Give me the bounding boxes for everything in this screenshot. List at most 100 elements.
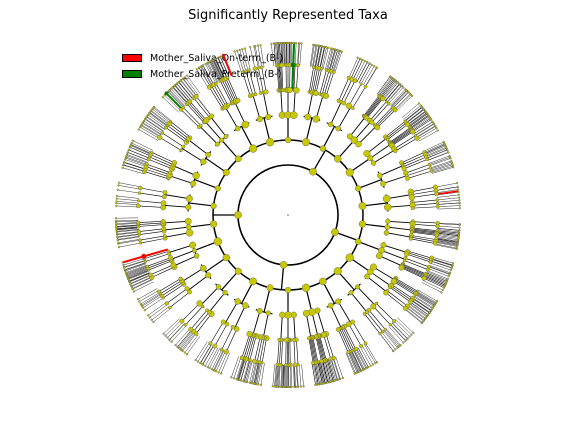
- clade-branch: [332, 358, 340, 380]
- clade-branch: [393, 135, 416, 150]
- clade-branch: [294, 364, 296, 387]
- clade-branch: [401, 266, 425, 278]
- taxon-node: [402, 305, 408, 311]
- taxon-node: [458, 201, 461, 204]
- taxon-node: [142, 306, 145, 309]
- clade-branch: [241, 49, 249, 71]
- clade-branch: [373, 306, 391, 325]
- taxon-node: [287, 385, 290, 389]
- taxon-node: [362, 311, 367, 316]
- clade-arc: [255, 115, 273, 121]
- clade-branch: [164, 232, 190, 238]
- taxon-node: [338, 49, 341, 52]
- taxon-node: [174, 344, 177, 347]
- clade-branch: [169, 89, 186, 107]
- taxon-node: [355, 185, 362, 192]
- taxon-node: [117, 181, 121, 184]
- clade-branch: [403, 156, 427, 167]
- clade-branch: [138, 220, 164, 223]
- taxon-node: [313, 90, 319, 96]
- clade-branch: [315, 94, 324, 120]
- clade-branch: [379, 255, 403, 267]
- clade-branch: [293, 364, 295, 387]
- clade-branch: [365, 343, 378, 363]
- taxon-node: [212, 343, 218, 349]
- taxon-node: [331, 47, 334, 50]
- clade-branch: [311, 337, 317, 363]
- clade-branch: [239, 49, 247, 72]
- clade-branch: [384, 83, 400, 101]
- clade-branch: [351, 350, 362, 371]
- taxon-node: [162, 332, 165, 335]
- clade-branch: [215, 58, 226, 79]
- taxon-node: [115, 225, 118, 228]
- clade-branch: [345, 353, 355, 374]
- clade-branch: [173, 255, 197, 267]
- taxon-node: [355, 371, 359, 374]
- clade-branch: [209, 61, 221, 82]
- clade-branch: [296, 65, 299, 91]
- taxon-node: [383, 290, 389, 296]
- clade-branch: [324, 360, 331, 382]
- taxon-node: [222, 253, 230, 262]
- taxon-node: [457, 237, 460, 240]
- taxon-node: [355, 140, 362, 148]
- clade-branch: [184, 77, 199, 95]
- clade-branch: [317, 361, 323, 384]
- clade-branch: [116, 225, 139, 228]
- taxon-node: [115, 200, 118, 203]
- clade-arc: [187, 194, 191, 212]
- taxon-node: [271, 385, 274, 388]
- clade-branch: [164, 95, 181, 111]
- taxon-node: [173, 84, 176, 87]
- taxon-node: [376, 252, 383, 260]
- clade-branch: [117, 233, 140, 237]
- clade-branch: [331, 358, 338, 380]
- taxon-node: [457, 193, 460, 196]
- clade-branch: [124, 161, 146, 170]
- clade-branch: [244, 360, 251, 382]
- clade-branch: [317, 46, 323, 68]
- clade-branch: [364, 344, 376, 364]
- clade-branch: [165, 92, 183, 110]
- clade-branch: [437, 223, 460, 226]
- clade-branch: [408, 112, 427, 127]
- clade-branch: [275, 364, 278, 387]
- clade-branch: [406, 109, 425, 124]
- clade-branch: [376, 76, 391, 95]
- taxon-node: [181, 144, 186, 149]
- taxon-node: [283, 337, 289, 343]
- clade-branch: [146, 116, 166, 130]
- taxon-node: [214, 81, 218, 86]
- taxon-node: [214, 58, 217, 61]
- taxon-node: [210, 202, 217, 210]
- clade-arc: [326, 298, 343, 308]
- legend-label-preterm: Mother_Saliva_Preterm_(B-): [150, 68, 282, 80]
- clade-branch: [188, 202, 214, 207]
- clade-branch: [122, 167, 144, 175]
- clade-branch: [386, 85, 402, 103]
- taxon-node: [127, 148, 130, 151]
- taxon-node: [291, 337, 296, 342]
- clade-branch: [182, 78, 197, 97]
- clade-branch: [413, 121, 433, 134]
- taxon-node: [407, 299, 413, 305]
- taxon-node: [186, 74, 189, 77]
- taxon-node: [234, 155, 242, 163]
- taxon-node: [266, 284, 274, 292]
- taxon-node: [125, 154, 128, 157]
- taxon-node: [223, 134, 229, 139]
- taxon-node: [293, 87, 300, 94]
- clade-arc: [347, 283, 361, 296]
- clade-branch: [386, 232, 412, 238]
- clade-branch: [319, 335, 327, 361]
- clade-branch: [211, 85, 225, 108]
- clade-branch: [395, 278, 418, 292]
- taxon-node: [427, 163, 431, 167]
- clade-branch: [139, 231, 165, 235]
- taxon-node: [201, 363, 204, 366]
- taxon-node: [164, 91, 169, 96]
- taxon-node: [346, 350, 351, 355]
- taxon-node: [364, 367, 367, 370]
- clade-branch: [162, 132, 184, 147]
